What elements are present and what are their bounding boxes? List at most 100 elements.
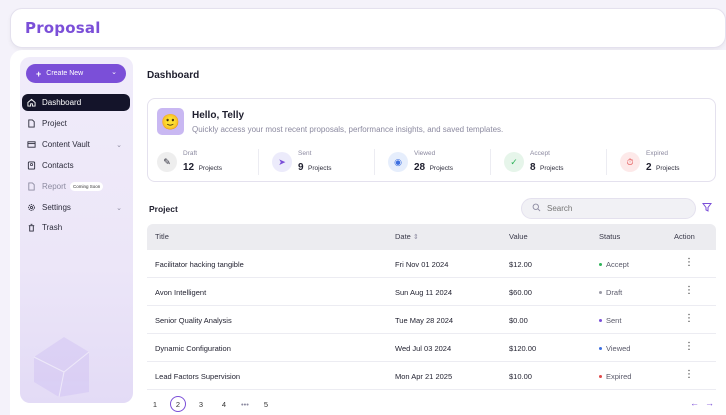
row-date: Tue May 28 2024 — [395, 316, 454, 325]
next-page-arrow-icon[interactable]: → — [705, 398, 714, 408]
sidebar: + Create New ⌄ Dashboard Project Content… — [20, 57, 133, 403]
gear-icon — [27, 203, 36, 212]
sidebar-item-project[interactable]: Project — [22, 115, 130, 132]
divider — [258, 149, 259, 175]
stat-accept[interactable]: ✓ Accept 8 Projects — [504, 148, 614, 176]
create-new-button[interactable]: + Create New ⌄ — [26, 64, 126, 83]
sidebar-item-label: Trash — [42, 223, 63, 232]
stat-draft[interactable]: ✎ Draft 12 Projects — [157, 148, 267, 176]
divider — [490, 149, 491, 175]
page-button[interactable]: 1 — [152, 399, 158, 409]
column-title[interactable]: Title — [155, 232, 169, 241]
stat-expired[interactable]: ⏱ Expired 2 Projects — [620, 148, 726, 176]
more-actions-icon[interactable]: ⋮ — [684, 369, 694, 380]
stat-unit: Projects — [429, 164, 454, 172]
row-date: Mon Apr 21 2025 — [395, 372, 453, 381]
sidebar-item-settings[interactable]: Settings ⌄ — [22, 199, 130, 216]
page-title: Dashboard — [147, 70, 200, 81]
column-date-label: Date — [395, 232, 411, 241]
stat-label: Sent — [298, 149, 312, 157]
avatar: 🙂 — [157, 108, 184, 135]
eye-icon: ◉ — [388, 152, 408, 172]
stat-sent[interactable]: ➤ Sent 9 Projects — [272, 148, 382, 176]
row-value: $12.00 — [509, 260, 532, 269]
status-badge: Expired — [599, 372, 631, 381]
divider — [374, 149, 375, 175]
status-dot — [599, 347, 602, 350]
stat-count: 2 — [646, 161, 652, 173]
chevron-down-icon[interactable]: ⌄ — [116, 141, 122, 149]
row-title: Avon Intelligent — [155, 288, 207, 297]
greeting-card: 🙂 Hello, Telly Quickly access your most … — [147, 98, 716, 182]
vault-icon — [27, 140, 36, 149]
chevron-down-icon[interactable]: ⌄ — [116, 204, 122, 212]
status-label: Accept — [606, 260, 629, 269]
row-title: Facilitator hacking tangible — [155, 260, 244, 269]
prev-page-arrow-icon[interactable]: ← — [690, 398, 699, 408]
stat-count: 28 — [414, 161, 426, 173]
row-date: Sun Aug 11 2024 — [395, 288, 452, 297]
status-dot — [599, 375, 602, 378]
column-status[interactable]: Status — [599, 232, 621, 241]
sidebar-item-contacts[interactable]: Contacts — [22, 157, 130, 174]
app-logo[interactable]: Proposal — [25, 19, 101, 37]
row-value: $0.00 — [509, 316, 528, 325]
greeting-title: Hello, Telly — [192, 110, 245, 121]
search-input[interactable] — [547, 204, 687, 213]
sidebar-item-content-vault[interactable]: Content Vault ⌄ — [22, 136, 130, 153]
page-button[interactable]: 3 — [198, 399, 204, 409]
page-button-current[interactable]: 2 — [170, 396, 186, 412]
row-value: $120.00 — [509, 344, 537, 353]
more-actions-icon[interactable]: ⋮ — [684, 257, 694, 268]
stat-count: 12 — [183, 161, 195, 173]
home-icon — [27, 98, 36, 107]
status-label: Expired — [606, 372, 632, 381]
status-dot — [599, 291, 602, 294]
page-button[interactable]: 4 — [221, 399, 227, 409]
row-date: Wed Jul 03 2024 — [395, 344, 452, 353]
stat-label: Viewed — [414, 149, 436, 157]
stat-viewed[interactable]: ◉ Viewed 28 Projects — [388, 148, 498, 176]
sidebar-item-trash[interactable]: Trash — [22, 219, 130, 236]
sidebar-item-dashboard[interactable]: Dashboard — [22, 94, 130, 111]
more-actions-icon[interactable]: ⋮ — [684, 313, 694, 324]
column-action: Action — [674, 232, 695, 241]
stat-label: Draft — [183, 149, 198, 157]
status-label: Viewed — [606, 344, 631, 353]
decorative-shape — [33, 337, 90, 397]
table-header: Title Date ⇕ Value Status Action — [147, 224, 716, 250]
table-row[interactable]: Dynamic Configuration Wed Jul 03 2024 $1… — [147, 334, 716, 362]
status-badge: Accept — [599, 260, 629, 269]
stat-unit: Projects — [656, 164, 680, 172]
check-circle-icon: ✓ — [504, 152, 524, 172]
chevron-down-icon: ⌄ — [111, 69, 117, 76]
table-row[interactable]: Avon Intelligent Sun Aug 11 2024 $60.00 … — [147, 278, 716, 306]
sidebar-item-label: Settings — [42, 203, 71, 212]
status-badge: Draft — [599, 288, 622, 297]
file-icon — [27, 119, 36, 128]
section-title: Project — [149, 204, 178, 214]
status-badge: Viewed — [599, 344, 630, 353]
trash-icon — [27, 223, 36, 232]
more-actions-icon[interactable]: ⋮ — [684, 341, 694, 352]
search-box[interactable] — [521, 198, 696, 219]
row-title: Senior Quality Analysis — [155, 316, 232, 325]
create-new-label: Create New — [46, 70, 84, 77]
row-value: $10.00 — [509, 372, 532, 381]
coming-soon-badge: Coming Soon — [70, 182, 104, 191]
top-bar: Proposal — [10, 8, 726, 48]
table-row[interactable]: Facilitator hacking tangible Fri Nov 01 … — [147, 250, 716, 278]
table-row[interactable]: Senior Quality Analysis Tue May 28 2024 … — [147, 306, 716, 334]
column-date[interactable]: Date ⇕ — [395, 232, 419, 241]
column-value[interactable]: Value — [509, 232, 528, 241]
page-button[interactable]: 5 — [263, 399, 269, 409]
sort-icon[interactable]: ⇕ — [412, 234, 419, 241]
status-label: Sent — [606, 316, 622, 325]
row-date: Fri Nov 01 2024 — [395, 260, 449, 269]
filter-icon[interactable] — [702, 202, 712, 215]
table-row[interactable]: Lead Factors Supervision Mon Apr 21 2025… — [147, 362, 716, 390]
sidebar-item-label: Report — [42, 182, 67, 191]
status-dot — [599, 263, 602, 266]
more-actions-icon[interactable]: ⋮ — [684, 285, 694, 296]
send-icon: ➤ — [272, 152, 292, 172]
